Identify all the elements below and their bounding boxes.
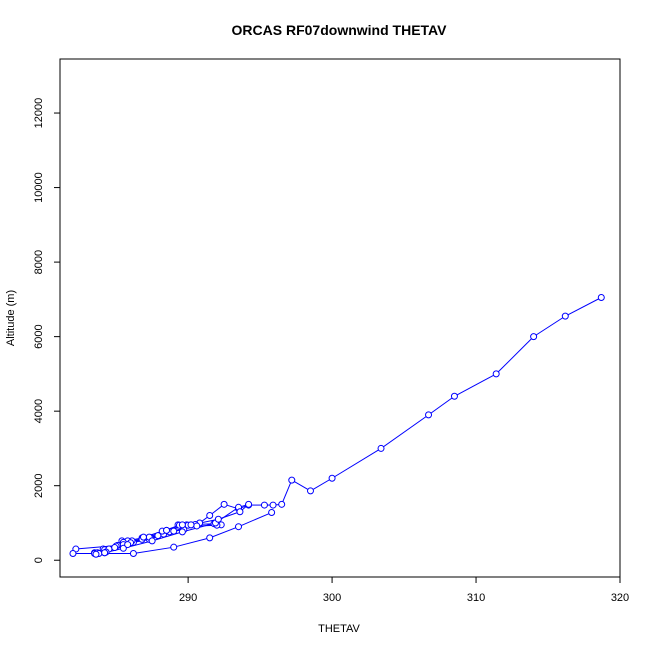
data-point bbox=[269, 501, 277, 509]
data-point bbox=[163, 526, 171, 534]
data-point bbox=[245, 500, 253, 508]
data-point bbox=[206, 512, 214, 520]
data-point bbox=[139, 533, 147, 541]
chart-title: ORCAS RF07downwind THETAV bbox=[232, 22, 448, 38]
y-tick-label: 4000 bbox=[33, 399, 45, 423]
series-line-segment bbox=[238, 512, 272, 528]
data-point bbox=[235, 523, 243, 531]
data-point bbox=[425, 411, 433, 419]
data-point bbox=[492, 370, 500, 378]
y-tick-label: 6000 bbox=[33, 324, 45, 348]
y-tick-label: 10000 bbox=[33, 172, 45, 203]
series-layer bbox=[69, 294, 605, 558]
data-point bbox=[92, 550, 100, 558]
x-tick-label: 300 bbox=[323, 592, 341, 604]
data-point bbox=[69, 550, 77, 558]
data-point bbox=[306, 487, 314, 495]
y-tick-label: 12000 bbox=[33, 98, 45, 129]
series-line-segment bbox=[151, 531, 183, 542]
x-tick-label: 320 bbox=[611, 592, 629, 604]
x-tick-label: 290 bbox=[179, 592, 197, 604]
data-point bbox=[328, 474, 336, 482]
data-point bbox=[193, 522, 201, 530]
data-point bbox=[561, 312, 569, 320]
series-line-segment bbox=[218, 511, 241, 520]
series-line-segment bbox=[281, 479, 293, 505]
data-point bbox=[148, 537, 156, 545]
data-point bbox=[236, 508, 244, 516]
y-tick-label: 0 bbox=[33, 557, 45, 563]
series-line-segment bbox=[428, 395, 455, 416]
series-line-segment bbox=[133, 546, 174, 555]
data-point bbox=[178, 521, 186, 529]
data-point bbox=[260, 501, 268, 509]
x-axis: 290 300 310 320 bbox=[179, 576, 629, 604]
data-point bbox=[124, 541, 132, 549]
series-line-segment bbox=[565, 297, 602, 317]
series-line-segment bbox=[291, 479, 311, 492]
x-axis-label: THETAV bbox=[318, 623, 360, 635]
data-point bbox=[170, 527, 178, 535]
y-axis: 0 2000 4000 6000 8000 10000 12000 bbox=[33, 98, 61, 563]
data-point bbox=[154, 532, 162, 540]
data-point bbox=[111, 544, 119, 552]
y-tick-label: 8000 bbox=[33, 250, 45, 274]
data-point bbox=[288, 476, 296, 484]
series-line-segment bbox=[173, 537, 210, 548]
series-line-segment bbox=[533, 315, 566, 338]
data-point bbox=[170, 543, 178, 551]
series-line-segment bbox=[331, 448, 382, 479]
series-line-segment bbox=[310, 477, 333, 492]
data-point bbox=[220, 500, 228, 508]
series-line-segment bbox=[380, 414, 429, 449]
y-axis-label: Altitude (m) bbox=[5, 290, 17, 346]
data-point bbox=[214, 515, 222, 523]
data-point bbox=[268, 509, 276, 517]
data-point bbox=[377, 444, 385, 452]
y-tick-label: 2000 bbox=[33, 473, 45, 497]
series-line-segment bbox=[454, 373, 497, 397]
data-point bbox=[530, 333, 538, 341]
data-point bbox=[187, 521, 195, 529]
data-point bbox=[206, 534, 214, 542]
series-line-segment bbox=[209, 526, 239, 539]
x-tick-label: 310 bbox=[467, 592, 485, 604]
data-point bbox=[278, 500, 286, 508]
data-point bbox=[178, 528, 186, 536]
data-point bbox=[119, 544, 127, 552]
data-point bbox=[129, 550, 137, 558]
data-point bbox=[450, 392, 458, 400]
series-line-segment bbox=[495, 336, 534, 375]
data-point bbox=[101, 549, 109, 557]
data-point bbox=[597, 294, 605, 302]
